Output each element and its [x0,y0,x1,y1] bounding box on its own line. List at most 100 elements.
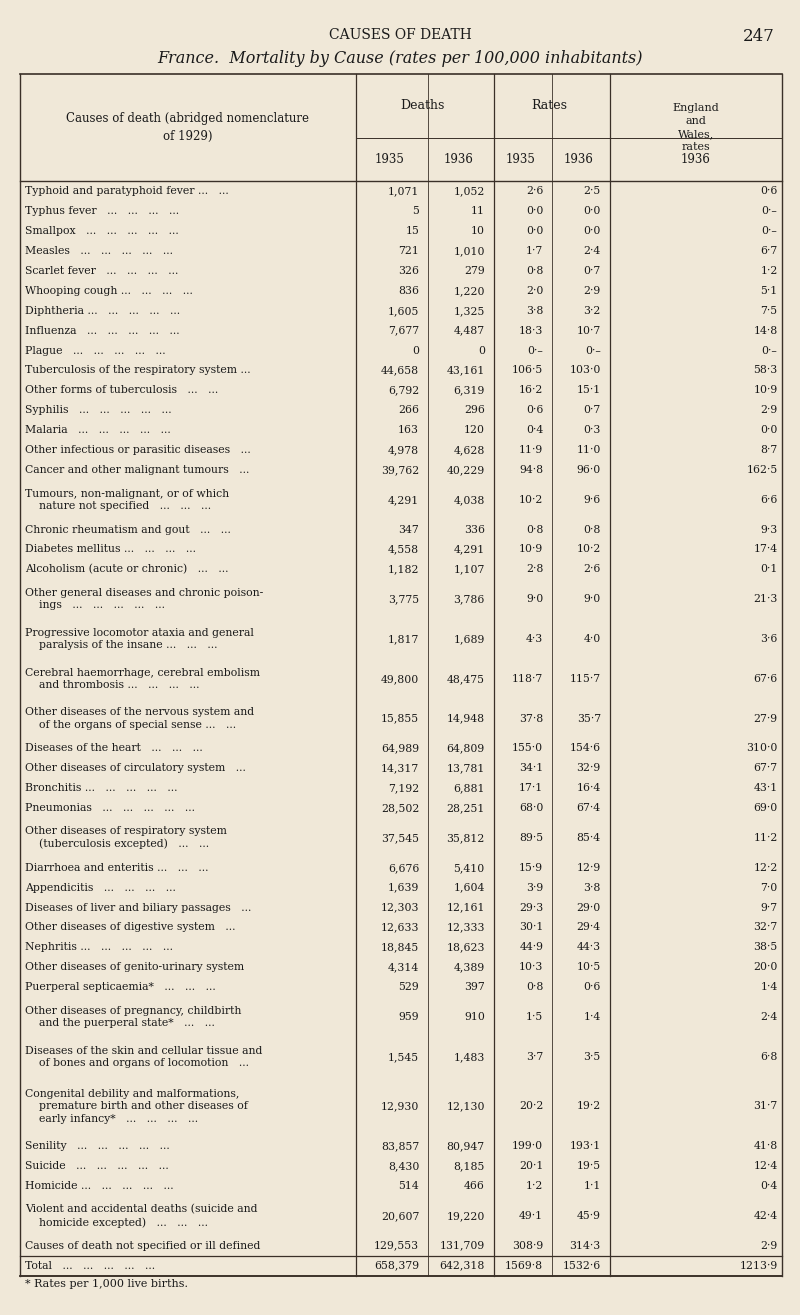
Text: 514: 514 [398,1181,419,1191]
Text: 13,781: 13,781 [446,763,485,773]
Text: 1·4: 1·4 [760,982,778,992]
Text: Typhoid and paratyphoid fever ...   ...: Typhoid and paratyphoid fever ... ... [25,187,229,196]
Text: Plague   ...   ...   ...   ...   ...: Plague ... ... ... ... ... [25,346,166,355]
Text: 1,071: 1,071 [388,187,419,196]
Text: 310·0: 310·0 [746,743,778,753]
Text: 0·–: 0·– [762,206,778,216]
Text: 0·8: 0·8 [583,525,601,535]
Text: Senility   ...   ...   ...   ...   ...: Senility ... ... ... ... ... [25,1141,170,1151]
Text: Congenital debility and malformations,
    premature birth and other diseases of: Congenital debility and malformations, p… [25,1089,248,1124]
Text: 336: 336 [464,525,485,535]
Text: Cancer and other malignant tumours   ...: Cancer and other malignant tumours ... [25,466,249,475]
Text: 2·0: 2·0 [526,285,543,296]
Text: 103·0: 103·0 [570,366,601,376]
Text: 154·6: 154·6 [570,743,601,753]
Text: 0·–: 0·– [762,226,778,237]
Text: England
and
Wales,
rates: England and Wales, rates [673,103,719,153]
Text: 31·7: 31·7 [754,1102,778,1111]
Text: 15,855: 15,855 [381,714,419,723]
Text: 85·4: 85·4 [577,832,601,843]
Text: 193·1: 193·1 [570,1141,601,1151]
Text: 80,947: 80,947 [446,1141,485,1151]
Text: Diseases of liver and biliary passages   ...: Diseases of liver and biliary passages .… [25,902,251,913]
Text: 1936: 1936 [564,154,594,167]
Text: 0·0: 0·0 [526,206,543,216]
Text: 18·3: 18·3 [519,326,543,335]
Text: 30·1: 30·1 [519,922,543,932]
Text: 12·4: 12·4 [754,1161,778,1172]
Text: 0·0: 0·0 [583,206,601,216]
Text: 19,220: 19,220 [446,1211,485,1220]
Text: 2·4: 2·4 [760,1013,778,1022]
Text: Appendicitis   ...   ...   ...   ...: Appendicitis ... ... ... ... [25,882,176,893]
Text: 4,291: 4,291 [454,544,485,555]
Text: 67·4: 67·4 [577,803,601,813]
Text: 9·6: 9·6 [583,494,601,505]
Text: 3·7: 3·7 [526,1052,543,1061]
Text: 7,677: 7,677 [388,326,419,335]
Text: 41·8: 41·8 [754,1141,778,1151]
Text: 1·5: 1·5 [526,1013,543,1022]
Text: 6·8: 6·8 [760,1052,778,1061]
Text: Measles   ...   ...   ...   ...   ...: Measles ... ... ... ... ... [25,246,173,256]
Text: 49,800: 49,800 [381,673,419,684]
Text: 14·8: 14·8 [754,326,778,335]
Text: 0·7: 0·7 [583,405,601,416]
Text: 1,689: 1,689 [454,634,485,644]
Text: 296: 296 [464,405,485,416]
Text: 115·7: 115·7 [570,673,601,684]
Text: Nephritis ...   ...   ...   ...   ...: Nephritis ... ... ... ... ... [25,943,173,952]
Text: 3,775: 3,775 [388,594,419,604]
Text: Smallpox   ...   ...   ...   ...   ...: Smallpox ... ... ... ... ... [25,226,178,237]
Text: 4·3: 4·3 [526,634,543,644]
Text: 155·0: 155·0 [512,743,543,753]
Text: 29·4: 29·4 [577,922,601,932]
Text: 9·0: 9·0 [583,594,601,604]
Text: 1·4: 1·4 [583,1013,601,1022]
Text: 15: 15 [406,226,419,237]
Text: CAUSES OF DEATH: CAUSES OF DEATH [329,28,471,42]
Text: 29·3: 29·3 [519,902,543,913]
Text: 1936: 1936 [681,154,711,167]
Text: 37,545: 37,545 [382,832,419,843]
Text: 1,220: 1,220 [454,285,485,296]
Text: 44·3: 44·3 [577,943,601,952]
Text: 32·9: 32·9 [577,763,601,773]
Text: 1935: 1935 [375,154,405,167]
Text: 0·–: 0·– [585,346,601,355]
Text: 15·9: 15·9 [519,863,543,873]
Text: 44,658: 44,658 [381,366,419,376]
Text: 44·9: 44·9 [519,943,543,952]
Text: 120: 120 [464,425,485,435]
Text: 94·8: 94·8 [519,466,543,475]
Text: 17·1: 17·1 [519,784,543,793]
Text: 529: 529 [398,982,419,992]
Text: 2·9: 2·9 [760,1241,778,1251]
Text: 48,475: 48,475 [446,673,485,684]
Text: 3·2: 3·2 [583,306,601,316]
Text: Diabetes mellitus ...   ...   ...   ...: Diabetes mellitus ... ... ... ... [25,544,196,555]
Text: 7·5: 7·5 [761,306,778,316]
Text: Bronchitis ...   ...   ...   ...   ...: Bronchitis ... ... ... ... ... [25,784,178,793]
Text: 1936: 1936 [444,154,474,167]
Text: 266: 266 [398,405,419,416]
Text: 67·6: 67·6 [754,673,778,684]
Text: 4,389: 4,389 [454,963,485,972]
Text: 6,676: 6,676 [388,863,419,873]
Text: 34·1: 34·1 [519,763,543,773]
Text: Violent and accidental deaths (suicide and
    homicide excepted)   ...   ...   : Violent and accidental deaths (suicide a… [25,1205,258,1228]
Text: Diseases of the heart   ...   ...   ...: Diseases of the heart ... ... ... [25,743,202,753]
Text: 1,604: 1,604 [454,882,485,893]
Text: 58·3: 58·3 [754,366,778,376]
Text: Malaria   ...   ...   ...   ...   ...: Malaria ... ... ... ... ... [25,425,170,435]
Text: 42·4: 42·4 [754,1211,778,1220]
Text: 5,410: 5,410 [454,863,485,873]
Text: 8,185: 8,185 [454,1161,485,1172]
Text: 6·6: 6·6 [760,494,778,505]
Text: 18,623: 18,623 [446,943,485,952]
Text: 2·4: 2·4 [583,246,601,256]
Text: 12,333: 12,333 [446,922,485,932]
Text: 7,192: 7,192 [388,784,419,793]
Text: 0·–: 0·– [527,346,543,355]
Text: Suicide   ...   ...   ...   ...   ...: Suicide ... ... ... ... ... [25,1161,169,1172]
